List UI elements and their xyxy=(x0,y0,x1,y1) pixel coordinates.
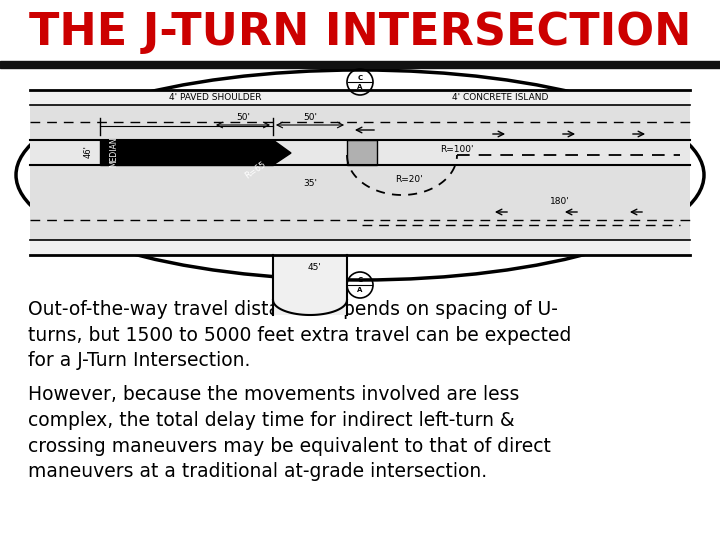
Bar xyxy=(30,90,690,255)
Text: A: A xyxy=(357,287,363,293)
Text: 180': 180' xyxy=(550,198,570,206)
Text: THE J-TURN INTERSECTION: THE J-TURN INTERSECTION xyxy=(29,11,691,55)
Text: However, because the movements involved are less
complex, the total delay time f: However, because the movements involved … xyxy=(28,385,551,481)
Text: R=20': R=20' xyxy=(395,176,423,185)
Bar xyxy=(0,61,720,68)
Bar xyxy=(30,90,690,105)
Text: Out-of-the-way travel distance depends on spacing of U-
turns, but 1500 to 5000 : Out-of-the-way travel distance depends o… xyxy=(28,300,572,370)
Polygon shape xyxy=(273,140,291,165)
Text: A: A xyxy=(357,84,363,90)
Text: 4' CONCRETE ISLAND: 4' CONCRETE ISLAND xyxy=(452,92,548,102)
Text: R=100': R=100' xyxy=(440,145,474,154)
Text: 50': 50' xyxy=(303,113,317,122)
Bar xyxy=(347,140,377,165)
Text: C: C xyxy=(357,75,363,80)
Text: MEDIAN: MEDIAN xyxy=(109,137,119,167)
Text: C: C xyxy=(357,278,363,284)
Text: R=65: R=65 xyxy=(243,160,268,180)
Text: 45': 45' xyxy=(308,264,322,273)
Text: 4' PAVED SHOULDER: 4' PAVED SHOULDER xyxy=(168,92,261,102)
Bar xyxy=(30,240,690,255)
Text: 50': 50' xyxy=(236,113,250,122)
Text: 35': 35' xyxy=(303,179,317,187)
Text: 46': 46' xyxy=(84,146,92,158)
Ellipse shape xyxy=(16,70,704,280)
Bar xyxy=(30,140,690,165)
Bar xyxy=(273,253,348,315)
Bar xyxy=(100,140,273,165)
